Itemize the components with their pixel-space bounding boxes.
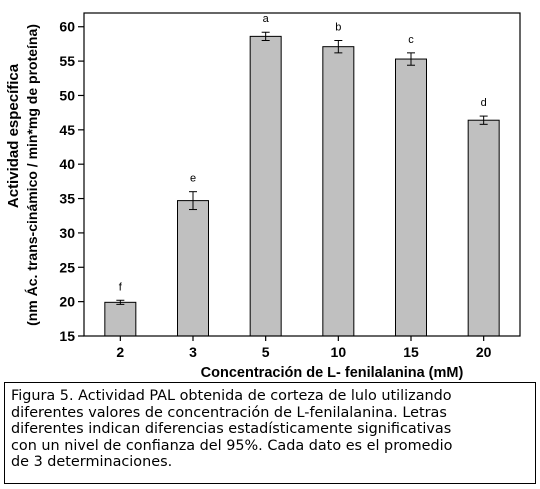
y-axis-ticks: 15 20 25 30 35 40 45 50 55 60 <box>59 19 84 344</box>
caption-line: diferentes valores de concentración de L… <box>11 404 447 421</box>
x-tick-label: 15 <box>403 344 419 360</box>
caption-line: de 3 determinaciones. <box>11 454 173 471</box>
significance-letter: c <box>408 34 414 46</box>
caption-line: diferentes indican diferencias estadísti… <box>11 421 452 438</box>
x-axis-label: Concentración de L- fenilalanina (mM) <box>201 365 464 381</box>
y-axis-label-line2: (nm Ác. trans-cinámico / min*mg de prote… <box>24 24 40 326</box>
bar <box>467 119 500 337</box>
y-tick-label: 60 <box>59 19 75 35</box>
bar <box>322 46 355 337</box>
significance-letter: d <box>481 97 487 109</box>
y-tick-label: 30 <box>59 225 75 241</box>
x-tick-label: 2 <box>116 344 124 360</box>
significance-letter: f <box>119 281 123 293</box>
bar <box>395 58 427 337</box>
significance-letter: e <box>190 173 196 185</box>
figure-caption: Figura 5. Actividad PAL obtenida de cort… <box>4 382 536 484</box>
y-tick-label: 35 <box>59 191 75 207</box>
x-tick-label: 20 <box>476 344 492 360</box>
y-tick-label: 20 <box>59 294 75 310</box>
y-tick-label: 45 <box>59 122 75 138</box>
x-tick-label: 5 <box>262 344 270 360</box>
bar <box>249 35 282 337</box>
y-tick-label: 55 <box>59 53 75 69</box>
y-tick-label: 50 <box>59 87 75 103</box>
y-tick-label: 25 <box>59 259 75 275</box>
x-axis-ticks: 2 3 5 10 15 20 <box>116 336 492 360</box>
y-tick-label: 15 <box>59 328 75 344</box>
y-axis-label-line1: Actividad específica <box>5 63 22 208</box>
significance-letter: a <box>263 13 270 25</box>
y-tick-label: 40 <box>59 156 75 172</box>
x-tick-label: 3 <box>189 344 197 360</box>
caption-line: Figura 5. Actividad PAL obtenida de cort… <box>11 388 452 404</box>
bar <box>177 200 209 337</box>
caption-line: con un nivel de confianza del 95%. Cada … <box>11 437 453 454</box>
plot-frame <box>83 12 521 337</box>
bar <box>104 301 137 337</box>
bars: f e a b c d <box>104 13 500 337</box>
significance-letter: b <box>335 21 341 33</box>
x-tick-label: 10 <box>331 344 347 360</box>
